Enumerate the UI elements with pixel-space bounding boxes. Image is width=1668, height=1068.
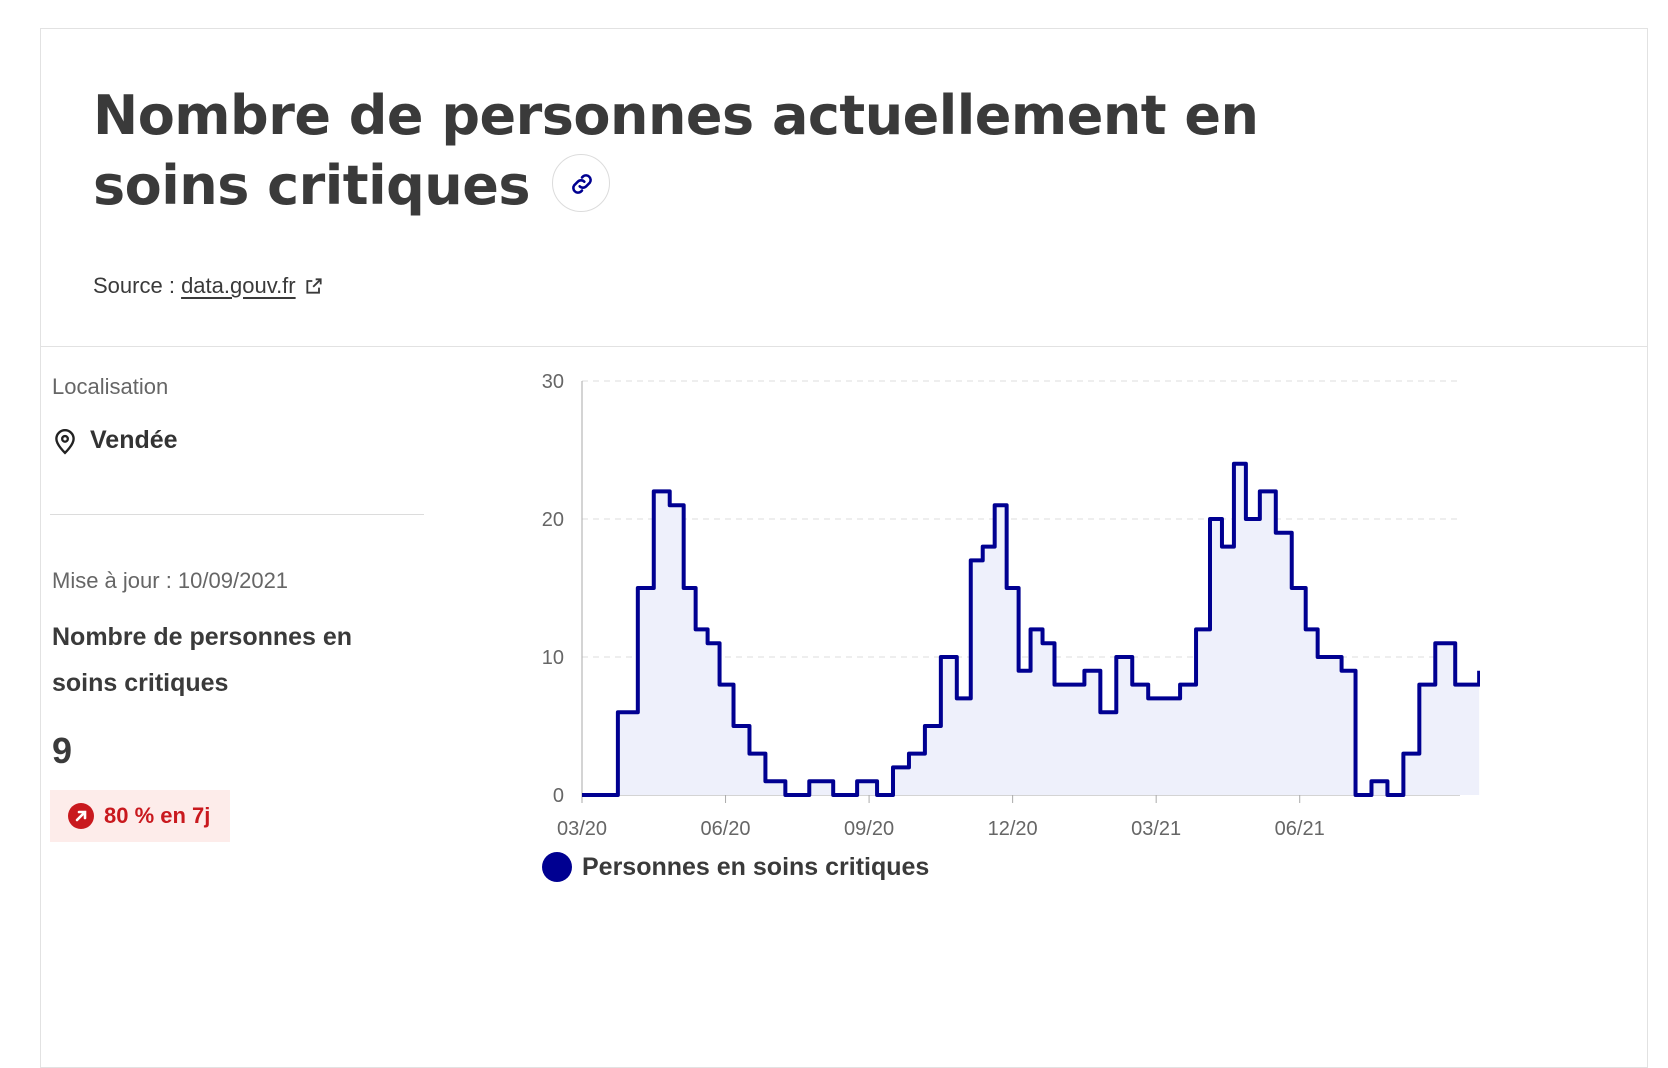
y-tick-label: 10: [542, 647, 564, 669]
trend-text: 80 % en 7j: [104, 803, 210, 829]
y-tick-label: 20: [542, 509, 564, 531]
source-line: Source : data.gouv.fr: [93, 273, 324, 299]
legend-label: Personnes en soins critiques: [582, 853, 929, 882]
card-header: Nombre de personnes actuellement en soin…: [41, 29, 1647, 347]
location-name: Vendée: [90, 426, 178, 455]
divider: [50, 514, 424, 515]
copy-link-button[interactable]: [552, 154, 610, 212]
link-icon: [568, 170, 596, 198]
location-value: Vendée: [52, 426, 178, 455]
x-tick-label: 09/20: [844, 818, 894, 840]
x-tick-label: 12/20: [988, 818, 1038, 840]
line-chart: 0 10 20 30 03/20 06/20 09/20 12/20 03/21 06/21: [470, 330, 1480, 850]
x-tick-label: 03/20: [557, 818, 607, 840]
source-link[interactable]: data.gouv.fr: [181, 273, 324, 298]
metric-title: Nombre de personnes en soins critiques: [52, 614, 422, 706]
metric-value: 9: [52, 730, 72, 772]
x-tick-label: 06/21: [1275, 818, 1325, 840]
source-link-text: data.gouv.fr: [181, 273, 296, 298]
map-pin-icon: [52, 427, 78, 455]
location-label: Localisation: [52, 374, 168, 400]
y-tick-label: 0: [553, 785, 564, 807]
legend-marker: [542, 852, 572, 882]
y-tick-label: 30: [542, 371, 564, 393]
page-title: Nombre de personnes actuellement en soin…: [93, 81, 1353, 221]
update-date: Mise à jour : 10/09/2021: [52, 568, 288, 594]
trend-badge: 80 % en 7j: [50, 790, 230, 842]
source-label: Source :: [93, 273, 175, 298]
external-link-icon: [304, 276, 324, 296]
x-tick-label: 06/20: [701, 818, 751, 840]
chart-legend: Personnes en soins critiques: [542, 852, 929, 882]
arrow-up-right-icon: [68, 803, 94, 829]
title-text: Nombre de personnes actuellement en soin…: [93, 84, 1258, 217]
x-tick-label: 03/21: [1131, 818, 1181, 840]
